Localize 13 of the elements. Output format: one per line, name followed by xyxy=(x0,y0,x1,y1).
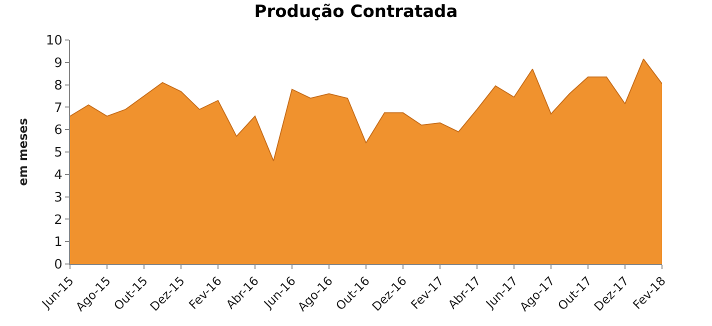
chart-title: Produção Contratada xyxy=(254,2,458,22)
y-tick-label: 6 xyxy=(54,123,62,138)
y-tick-label: 2 xyxy=(54,212,62,228)
y-tick-label: 5 xyxy=(54,146,62,161)
y-tick-label: 9 xyxy=(54,56,62,71)
y-tick-label: 1 xyxy=(54,235,62,250)
y-tick-label: 4 xyxy=(54,168,62,183)
y-tick-label: 0 xyxy=(54,258,62,273)
y-tick-label: 10 xyxy=(46,34,62,49)
y-tick-label: 8 xyxy=(54,78,62,94)
y-axis-title: em meses xyxy=(16,118,30,186)
y-tick-label: 3 xyxy=(54,190,62,206)
y-tick-label: 7 xyxy=(54,100,62,116)
